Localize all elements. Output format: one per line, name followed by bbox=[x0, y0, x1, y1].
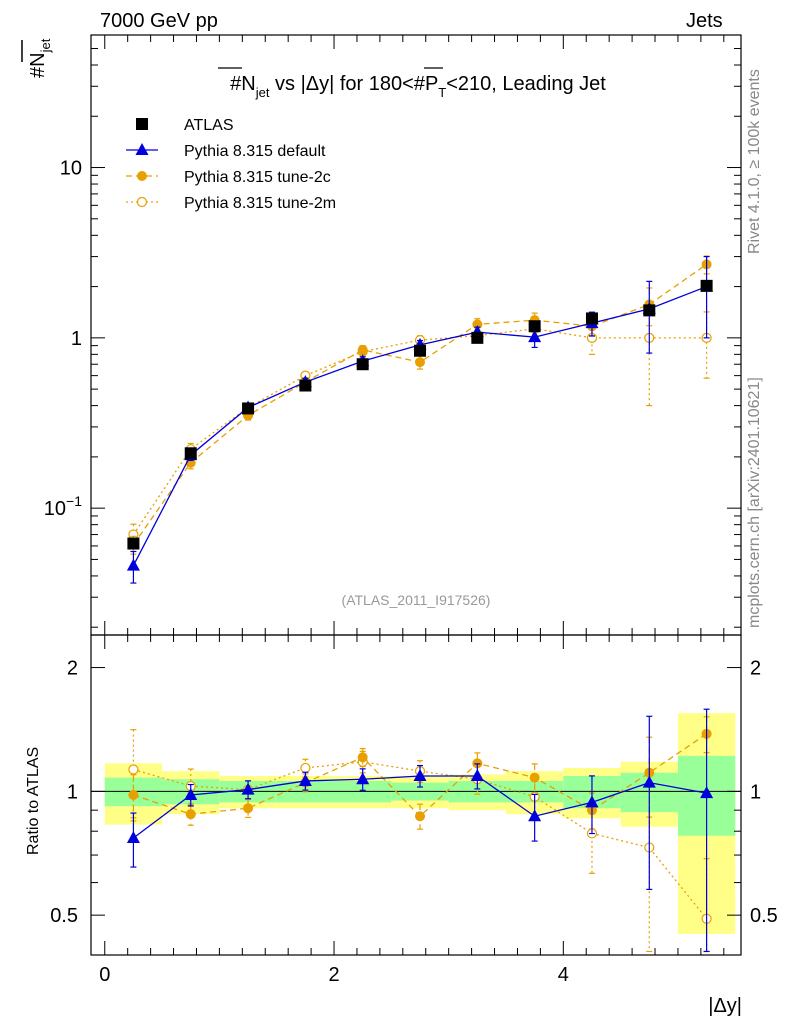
y-tick-label: 10−1 bbox=[44, 493, 82, 520]
x-tick-label: 4 bbox=[558, 964, 569, 986]
y-tick-label: 1 bbox=[71, 328, 82, 350]
marker-triangle bbox=[642, 775, 656, 788]
ratio-tick-label-right: 1 bbox=[750, 781, 761, 803]
marker-square bbox=[700, 279, 713, 292]
ratio-frame bbox=[90, 634, 742, 956]
marker-triangle bbox=[700, 786, 714, 799]
marker-triangle bbox=[470, 768, 484, 781]
marker-circle bbox=[357, 752, 368, 763]
legend-label: Pythia 8.315 tune-2m bbox=[184, 195, 336, 212]
marker-square bbox=[299, 379, 312, 392]
marker-circle bbox=[185, 809, 196, 820]
marker-triangle bbox=[126, 558, 140, 571]
marker-square bbox=[127, 537, 140, 550]
marker-square bbox=[585, 312, 598, 325]
ratio-axis-label: Ratio to ATLAS bbox=[25, 747, 42, 855]
ratio-tick-label-right: 0.5 bbox=[750, 905, 778, 927]
marker-triangle bbox=[356, 772, 370, 785]
marker-triangle bbox=[528, 809, 542, 822]
marker-square bbox=[414, 344, 427, 357]
ratio-tick-label-left: 0.5 bbox=[50, 905, 78, 927]
mcplots-label: mcplots.cern.ch [arXiv:2401.10621] bbox=[746, 377, 763, 628]
marker-triangle bbox=[528, 330, 542, 343]
x-axis-label: |Δy| bbox=[708, 995, 742, 1017]
main-series-pythia-8-315-default bbox=[126, 255, 714, 584]
header-right: Jets bbox=[686, 10, 723, 32]
ticks bbox=[91, 34, 741, 955]
marker-square bbox=[643, 304, 656, 317]
series-line bbox=[132, 285, 707, 566]
marker-square bbox=[471, 331, 484, 344]
marker-triangle bbox=[413, 768, 427, 781]
legend-label: Pythia 8.315 tune-2c bbox=[184, 169, 331, 186]
marker-triangle bbox=[126, 831, 140, 844]
rivet-label: Rivet 4.1.0, ≥ 100k events bbox=[746, 69, 763, 254]
marker-circle bbox=[529, 772, 540, 783]
marker-triangle bbox=[135, 143, 149, 155]
legend-label: ATLAS bbox=[184, 117, 234, 134]
marker-circle bbox=[415, 357, 426, 368]
legend: ATLAS Pythia 8.315 default Pythia 8.315 tu… bbox=[126, 117, 336, 212]
y-tick-label: 10 bbox=[60, 158, 82, 180]
series-line bbox=[132, 328, 707, 535]
marker-triangle bbox=[241, 782, 255, 795]
marker-triangle bbox=[184, 787, 198, 800]
marker-square bbox=[356, 358, 369, 371]
ratio-tick-label-right: 2 bbox=[750, 658, 761, 680]
marker-square bbox=[184, 447, 197, 460]
marker-circle bbox=[137, 171, 147, 181]
main-series-atlas bbox=[127, 279, 713, 550]
watermark: (ATLAS_2011_I917526) bbox=[342, 592, 491, 608]
marker-square bbox=[242, 402, 255, 415]
marker-open-circle bbox=[128, 764, 139, 775]
marker-circle bbox=[243, 803, 254, 814]
x-tick-label: 2 bbox=[328, 964, 339, 986]
ratio-bands bbox=[104, 713, 736, 934]
marker-square bbox=[528, 320, 541, 333]
marker-circle bbox=[357, 344, 368, 355]
marker-triangle bbox=[585, 795, 599, 808]
header-left: 7000 GeV pp bbox=[100, 10, 218, 32]
marker-open-circle bbox=[136, 196, 148, 208]
legend-label: Pythia 8.315 default bbox=[184, 143, 326, 160]
marker-triangle bbox=[298, 773, 312, 786]
ratio-series-pythia-8-315-default bbox=[126, 708, 714, 953]
marker-square bbox=[136, 118, 148, 130]
y-axis-label: #Njet bbox=[27, 38, 53, 78]
marker-open-circle bbox=[300, 762, 311, 774]
series-line bbox=[132, 263, 707, 546]
x-tick-label: 0 bbox=[99, 964, 110, 986]
ratio-tick-label-left: 1 bbox=[67, 781, 78, 803]
ratio-series-pythia-8-315-tune-2c bbox=[128, 716, 712, 830]
ratio-tick-label-left: 2 bbox=[67, 658, 78, 680]
marker-circle bbox=[415, 811, 426, 822]
chart-title: #Njet vs |Δy| for 180<#PT<210, Leading J… bbox=[230, 73, 606, 100]
marker-circle bbox=[128, 789, 139, 800]
main-series-pythia-8-315-tune-2c bbox=[128, 255, 712, 555]
